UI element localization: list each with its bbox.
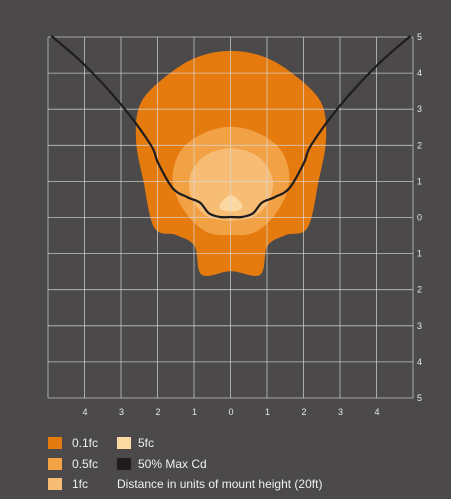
series-line-50-max-cd bbox=[51, 35, 411, 219]
x-tick-label: 4 bbox=[374, 407, 379, 417]
y-tick-label: 3 bbox=[417, 104, 422, 114]
y-tick-label: 1 bbox=[417, 176, 422, 186]
y-tick-label: 3 bbox=[417, 321, 422, 331]
x-tick-label: 2 bbox=[155, 407, 160, 417]
y-tick-label: 4 bbox=[417, 357, 422, 367]
x-tick-label: 0 bbox=[228, 407, 233, 417]
x-tick-label: 2 bbox=[301, 407, 306, 417]
y-tick-label: 0 bbox=[417, 213, 422, 223]
x-tick-label: 3 bbox=[119, 407, 124, 417]
y-tick-label: 2 bbox=[417, 140, 422, 150]
contour-5fc bbox=[219, 195, 243, 212]
y-tick-label: 2 bbox=[417, 285, 422, 295]
contour-1fc bbox=[189, 148, 273, 221]
y-tick-label: 5 bbox=[417, 393, 422, 403]
x-tick-label: 1 bbox=[265, 407, 270, 417]
y-tick-label: 4 bbox=[417, 68, 422, 78]
x-tick-label: 4 bbox=[82, 407, 87, 417]
y-tick-label: 5 bbox=[417, 32, 422, 42]
x-tick-label: 3 bbox=[338, 407, 343, 417]
y-tick-label: 1 bbox=[417, 249, 422, 259]
x-tick-label: 1 bbox=[192, 407, 197, 417]
